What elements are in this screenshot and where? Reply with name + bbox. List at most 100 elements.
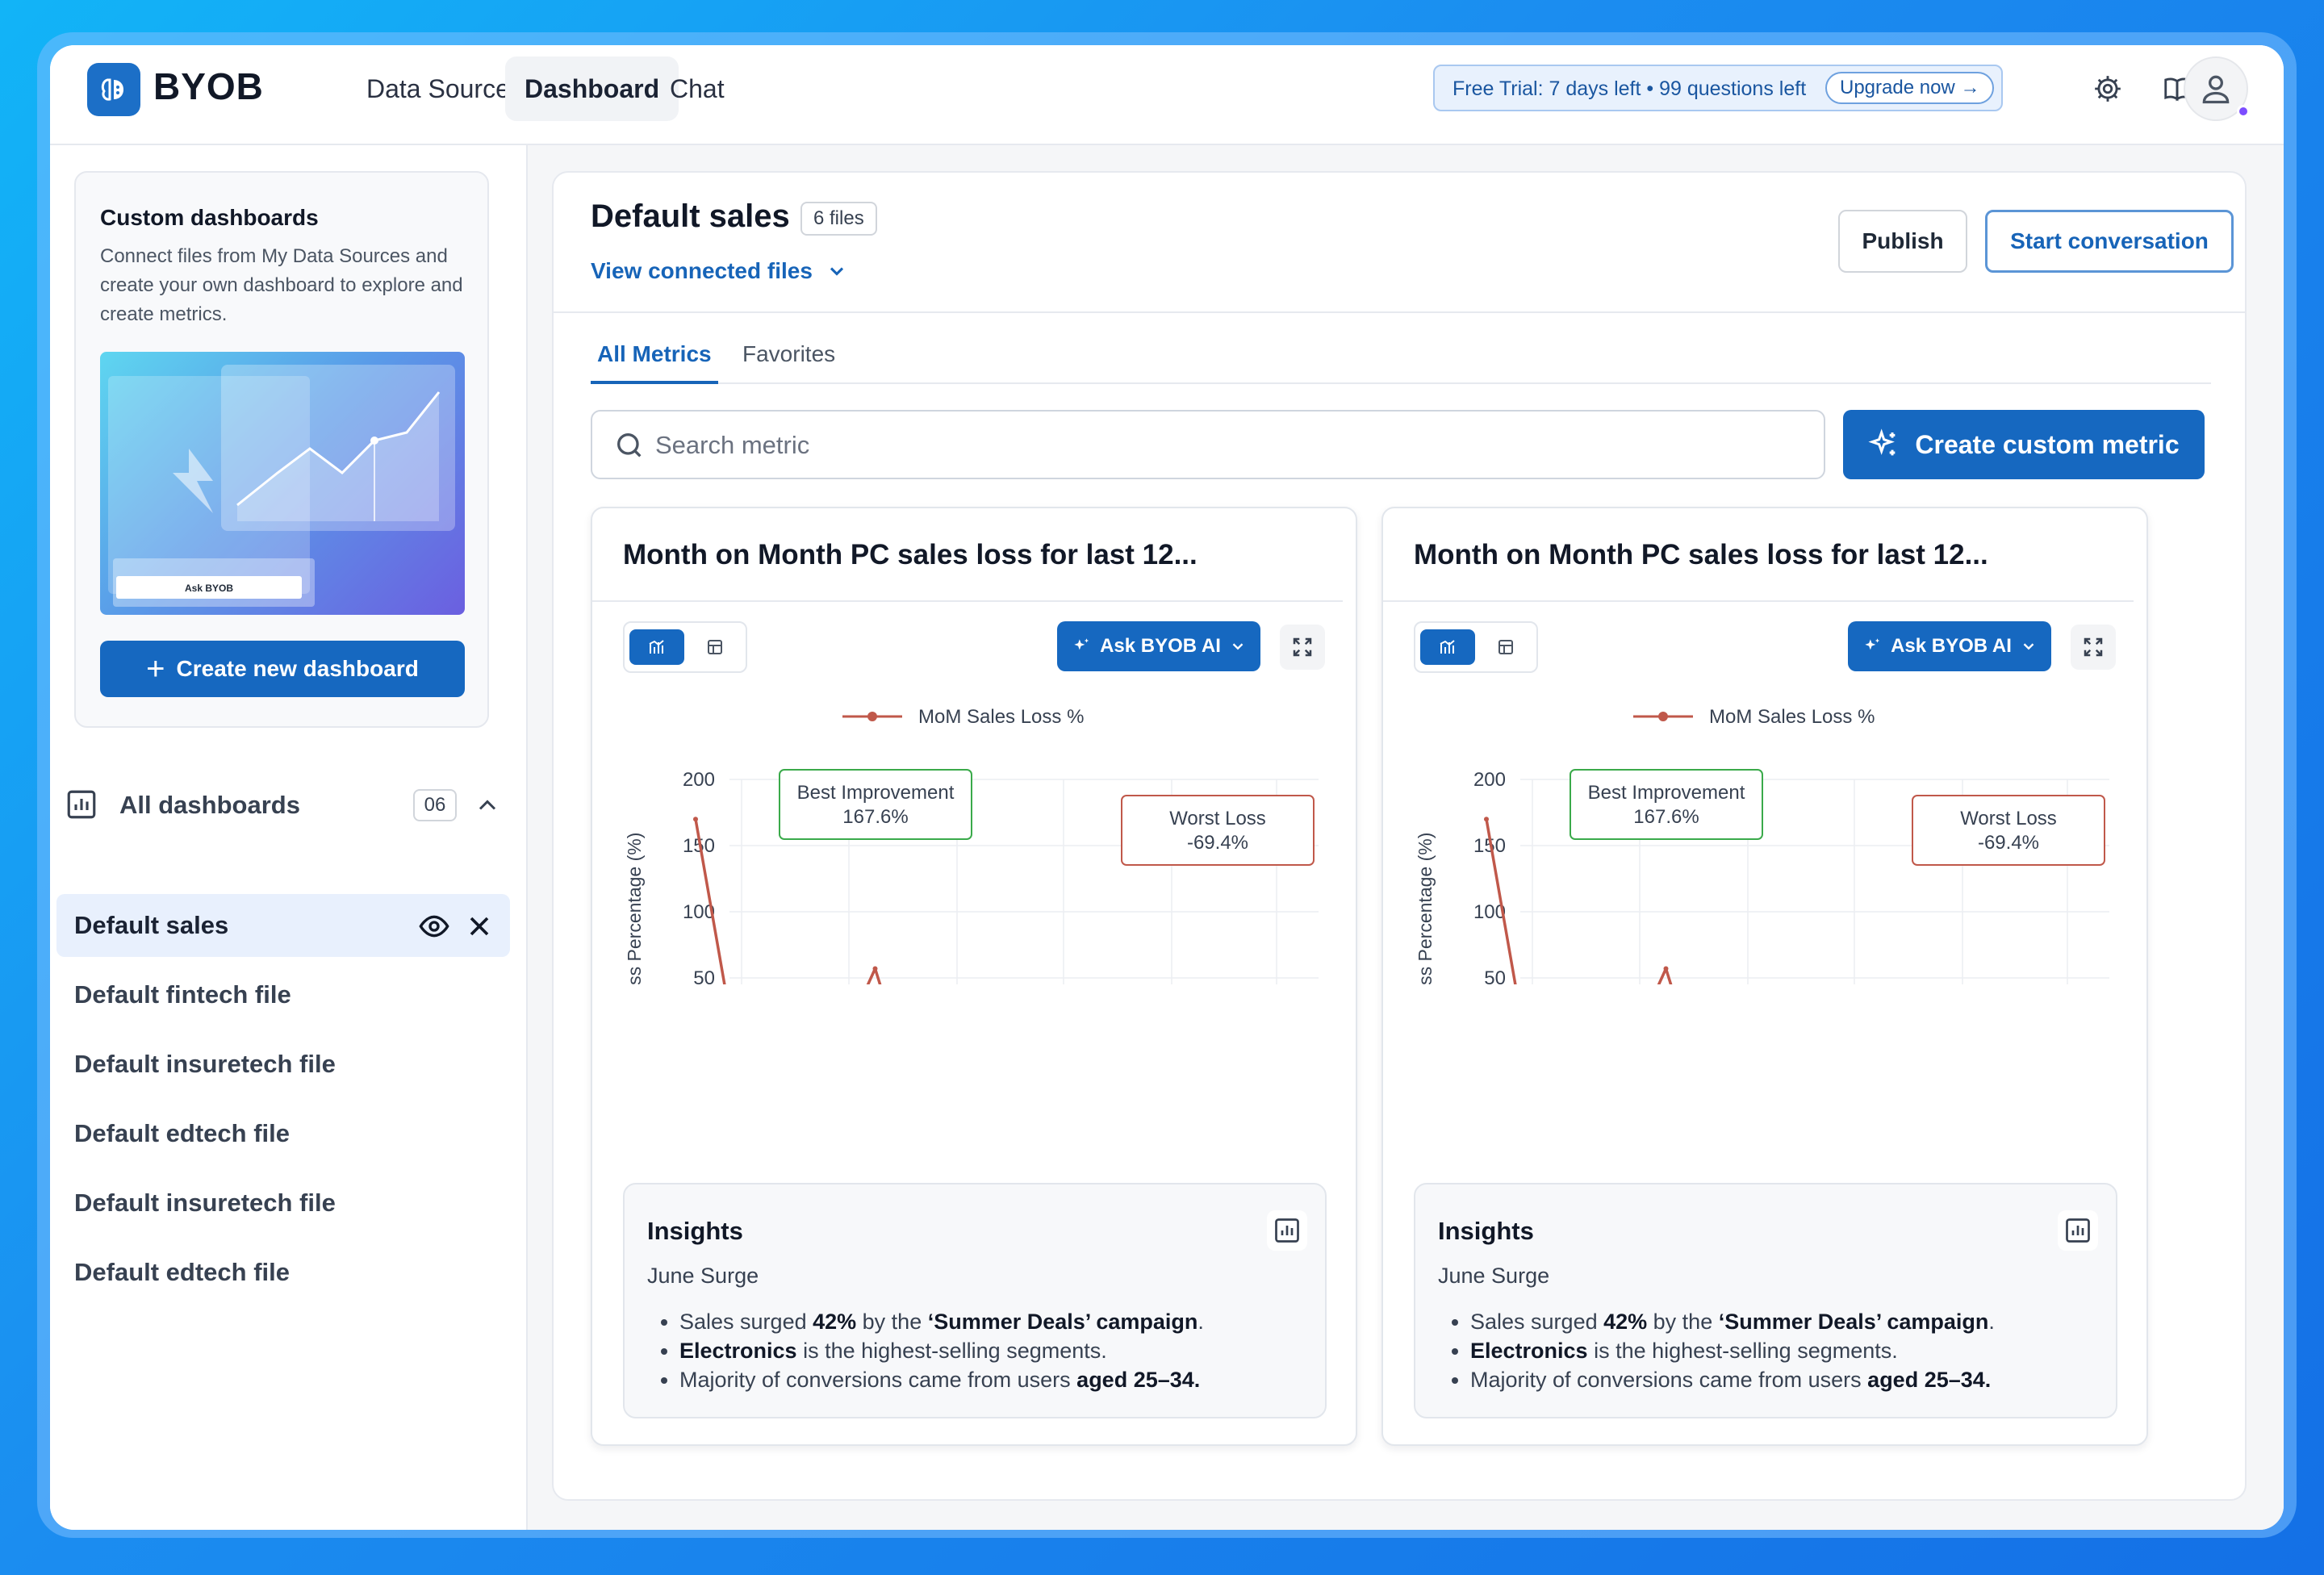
best-improvement-box [779,769,972,840]
ask-byob-ai-button[interactable]: Ask BYOB AI [1848,621,2051,671]
legend-label: MoM Sales Loss % [1709,706,1875,728]
table-view-button[interactable] [1478,629,1533,665]
insights-chart-icon[interactable] [1267,1210,1307,1251]
y-axis-label: Sales Loss Percentage (%) [1415,833,1436,984]
expand-icon[interactable] [1280,625,1325,670]
view-connected-files-toggle[interactable]: View connected files [591,258,848,284]
legend-label: MoM Sales Loss % [918,706,1084,728]
dashboard-item-insuretech-2[interactable]: Default insuretech file [74,1189,336,1217]
ask-ai-label: Ask BYOB AI [1100,635,1221,657]
dashboard-item-edtech[interactable]: Default edtech file [74,1119,290,1147]
byob-logo-icon[interactable] [87,63,140,116]
chevron-up-icon[interactable] [473,791,502,820]
view-files-label: View connected files [591,258,813,283]
insights-list: Sales surged 42% by the ‘Summer Deals’ c… [1470,1307,2100,1394]
data-point [872,966,878,971]
data-point [1663,966,1669,971]
dashboard-item-default-sales[interactable]: Default sales [56,894,510,957]
files-count-badge: 6 files [800,202,877,236]
metric-card-title: Month on Month PC sales loss for last 12… [623,539,1198,570]
insights-panel: Insights June Surge Sales surged 42% by … [623,1183,1327,1418]
insight-item: Electronics is the highest-selling segme… [1470,1336,2100,1365]
y-tick-label: 200 [1473,769,1506,791]
search-input[interactable] [655,426,1801,465]
line-chart: MoM Sales Loss %200150100500-5July 2024O… [1415,706,2109,984]
chart-icon [1440,640,1455,654]
dashboard-item-edtech-2[interactable]: Default edtech file [74,1258,290,1286]
main-content: Default sales 6 files View connected fil… [528,145,2284,1530]
create-new-dashboard-button[interactable]: + Create new dashboard [100,641,465,697]
chart-icon [649,640,664,654]
create-dashboard-label: Create new dashboard [176,656,419,681]
eye-icon[interactable] [418,910,450,942]
search-metric-field [591,410,1825,479]
divider [1383,600,2134,602]
worst-loss-box [1912,795,2105,866]
chevron-down-icon [1232,643,1244,650]
chevron-down-icon [830,267,843,276]
insight-item: Majority of conversions came from users … [679,1365,1309,1394]
dashboard-item-insuretech[interactable]: Default insuretech file [74,1050,336,1078]
dashboard-header: Default sales 6 files View connected fil… [554,173,2245,313]
insights-subtitle: June Surge [1438,1264,1550,1288]
nav-chat[interactable]: Chat [670,74,725,103]
insight-item: Sales surged 42% by the ‘Summer Deals’ c… [679,1307,1309,1336]
legend-marker [1658,712,1668,721]
chart-view-button[interactable] [1420,629,1475,665]
trial-banner: Free Trial: 7 days left • 99 questions l… [1433,65,2003,111]
upgrade-button[interactable]: Upgrade now → [1825,72,1995,104]
worst-loss-title: Worst Loss [1960,808,2057,829]
table-view-button[interactable] [688,629,742,665]
view-toggle [623,621,747,673]
search-icon [617,433,642,457]
custom-dashboards-card: Custom dashboards Connect files from My … [74,171,489,728]
chevron-down-icon [2023,643,2034,650]
expand-icon[interactable] [2071,625,2116,670]
insights-panel: Insights June Surge Sales surged 42% by … [1414,1183,2117,1418]
promo-illustration: Ask BYOB [100,352,465,615]
worst-loss-value: -69.4% [1187,832,1248,854]
insights-chart-icon[interactable] [2058,1210,2098,1251]
start-conversation-button[interactable]: Start conversation [1985,210,2234,273]
sparkle-icon [1865,638,1880,650]
ask-byob-ai-button[interactable]: Ask BYOB AI [1057,621,1260,671]
insights-subtitle: June Surge [647,1264,759,1288]
nav-dashboard[interactable]: Dashboard [505,56,679,121]
dashboard-item-label: Default sales [74,911,229,939]
tab-favorites[interactable]: Favorites [742,341,836,366]
data-point [1484,817,1489,822]
worst-loss-box [1121,795,1315,866]
worst-loss-title: Worst Loss [1169,808,1266,829]
y-tick-label: 50 [693,967,715,984]
dashboards-count-badge: 06 [413,789,457,821]
insights-title: Insights [1438,1217,1534,1245]
brand-name: BYOB [153,65,264,107]
bar-chart-icon [67,790,96,819]
best-improvement-title: Best Improvement [797,782,955,804]
chart-view-button[interactable] [629,629,684,665]
worst-loss-value: -69.4% [1978,832,2039,854]
status-dot [2237,105,2250,118]
insight-item: Majority of conversions came from users … [1470,1365,2100,1394]
tab-all-metrics[interactable]: All Metrics [591,334,718,384]
dashboard-item-fintech[interactable]: Default fintech file [74,980,291,1009]
divider [592,600,1343,602]
settings-gear-icon[interactable] [2088,69,2127,108]
line-chart: MoM Sales Loss %200150100500-5July 2024O… [624,706,1319,984]
all-dashboards-label[interactable]: All dashboards [119,791,300,819]
app-window: BYOB Data Sources Dashboard Chat Free Tr… [50,45,2284,1530]
create-custom-metric-button[interactable]: Create custom metric [1843,410,2205,479]
trial-text: Free Trial: 7 days left • 99 questions l… [1452,77,1807,100]
y-axis-label: Sales Loss Percentage (%) [624,833,645,984]
legend-marker [867,712,877,721]
y-tick-label: 200 [683,769,715,791]
nav-data-sources[interactable]: Data Sources [366,74,523,103]
series-line [694,818,882,984]
table-icon [708,640,722,654]
publish-button[interactable]: Publish [1838,210,1967,273]
insights-title: Insights [647,1217,743,1245]
close-icon[interactable] [463,910,495,942]
metric-card: Month on Month PC sales loss for last 12… [1381,507,2148,1446]
promo-description: Connect files from My Data Sources and c… [100,245,463,325]
create-metric-label: Create custom metric [1915,429,2180,459]
